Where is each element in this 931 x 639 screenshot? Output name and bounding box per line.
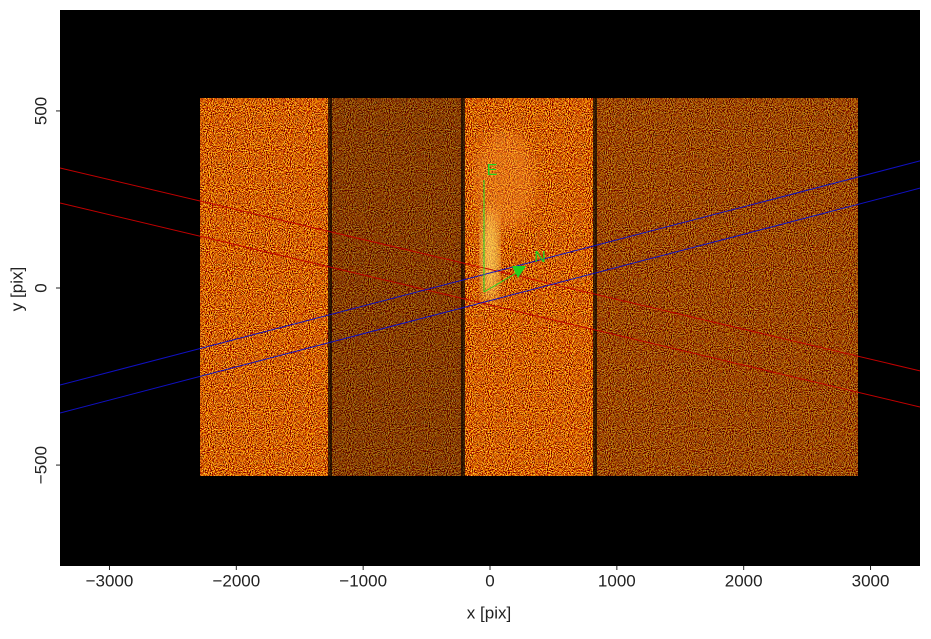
y-tick-label: 0 — [31, 283, 50, 292]
chip-gap — [328, 98, 332, 476]
y-tick-label: −500 — [31, 446, 50, 484]
chip-gap — [593, 98, 597, 476]
x-tick-label: −1000 — [339, 571, 387, 590]
x-axis-label: x [pix] — [467, 603, 511, 622]
overlay-line — [60, 160, 920, 386]
image-panel: E N — [60, 10, 920, 566]
compass-north-arrow — [483, 271, 519, 293]
source-streak — [481, 207, 499, 303]
overlay-lines — [60, 160, 920, 414]
x-tick-label: 0 — [485, 571, 494, 590]
overlay-line — [60, 167, 920, 372]
compass-east-label: E — [487, 162, 498, 179]
y-tick-label: 500 — [31, 97, 50, 125]
overlay-line — [60, 187, 920, 414]
x-tick-label: 2000 — [725, 571, 763, 590]
x-tick-label: 3000 — [852, 571, 890, 590]
compass-north-label: N — [534, 249, 546, 266]
overlay-line — [60, 202, 920, 408]
x-tick-label: −2000 — [212, 571, 260, 590]
chip-shade — [330, 98, 463, 476]
x-tick-label: −3000 — [86, 571, 134, 590]
chip-gap — [461, 98, 465, 476]
source-glow — [475, 130, 535, 230]
x-tick-label: 1000 — [598, 571, 636, 590]
compass-arrowhead — [512, 266, 526, 278]
chip-shade — [595, 98, 858, 476]
y-axis-label: y [pix] — [7, 267, 26, 311]
